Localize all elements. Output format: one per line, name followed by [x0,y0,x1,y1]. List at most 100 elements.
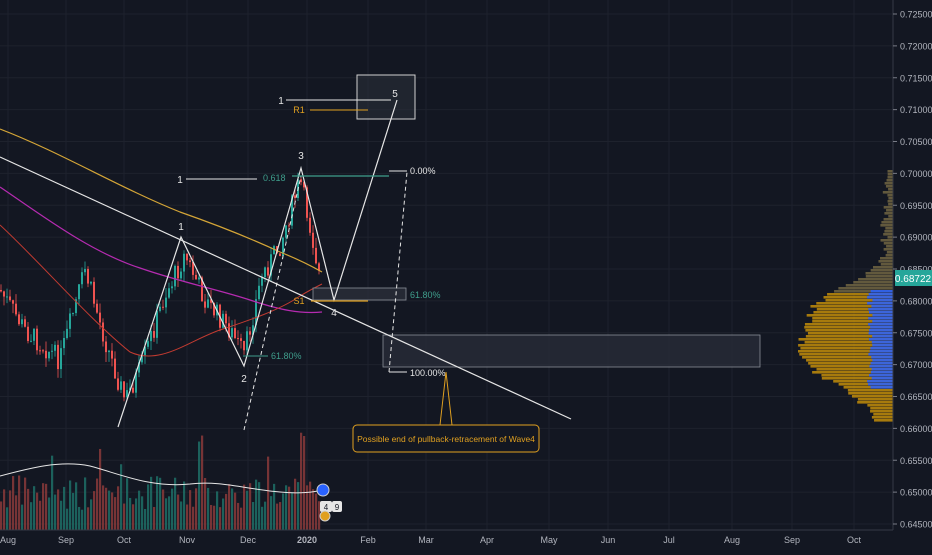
volume-profile-value-area-bar [868,332,893,335]
volume-profile-value-area-bar [868,293,893,296]
volume-profile-value-area-bar [868,308,893,311]
volume-bar [288,486,291,530]
candlesticks [0,172,320,402]
volume-profile-bar [870,410,893,413]
volume-bar [150,476,153,530]
volume-profile-bar [838,383,893,386]
volume-bar [123,503,126,530]
volume-profile-bar [813,311,893,314]
volume-bar [0,501,3,530]
volume-profile-bar [821,374,893,377]
elliott-wave-path[interactable] [117,99,398,428]
candle-body [267,267,269,276]
earnings-icon[interactable] [319,510,331,522]
x-tick-label: May [540,535,558,545]
volume-bar [231,488,234,530]
callout-box[interactable] [352,424,540,453]
volume-bar [186,504,189,530]
projection-label-top: 1 [278,96,284,107]
x-tick-label: Dec [240,535,257,545]
candle-body [3,291,5,297]
volume-profile-bar [858,278,893,281]
volume-profile-bar [810,305,893,308]
volume-profile-bar [810,365,893,368]
candle-body [81,272,83,285]
volume-bar [207,487,210,530]
volume-profile-value-area-bar [870,326,893,329]
y-tick-label: 0.68000 [900,296,932,306]
volume-profile-bar [867,404,893,407]
volume-bar [243,484,246,530]
fib-0618-label: 0.618 [263,173,286,183]
volume-bar [294,478,297,530]
descending-trendline[interactable] [0,156,572,420]
volume-profile-value-area-bar [869,365,893,368]
volume-profile-bar [799,353,893,356]
volume-bar [36,492,39,530]
volume-bar [39,500,42,530]
candle-body [18,314,20,325]
candle-body [186,253,188,261]
indicator-badge-b[interactable] [332,501,342,512]
candle-body [39,350,41,352]
volume-profile-bar [804,341,893,344]
wave-label-3: 3 [298,151,304,162]
candle-body [279,253,281,256]
y-tick-label: 0.64500 [900,520,932,530]
volume-profile [798,170,893,422]
x-tick-label: Oct [117,535,132,545]
event-flag-icon[interactable] [316,483,330,497]
volume-profile-bar [871,416,893,419]
y-tick-label: 0.71000 [900,105,932,115]
volume-profile-value-area-bar [868,329,893,332]
y-tick-label: 0.69000 [900,233,932,243]
volume-bar [303,435,306,530]
volume-bar [195,488,198,530]
candle-body [6,296,8,298]
candle-body [252,325,254,335]
fib-zone-box[interactable] [312,287,407,301]
volume-profile-bar [857,398,893,401]
x-tick-label: Feb [360,535,376,545]
indicator-badge-a[interactable] [320,501,332,512]
volume-profile-value-area-bar [868,317,893,320]
volume-bar [276,503,279,530]
volume-bar [315,493,318,530]
candle-body [51,350,53,352]
candle-body [225,313,227,324]
volume-profile-bar [816,368,893,371]
candle-body [285,225,287,238]
volume-bar [219,507,222,530]
volume-bar [93,491,96,530]
candle-body [78,284,80,300]
candle-body [117,378,119,390]
candle-body [198,277,200,280]
volume-profile-bar [865,275,893,278]
x-tick-label: Aug [0,535,16,545]
volume-bar [267,456,270,530]
x-tick-label: Nov [179,535,196,545]
grid [0,0,893,530]
volume-profile-bar [843,386,893,389]
x-tick-label: 2020 [297,535,317,545]
volume-profile-bar [798,350,893,353]
volume-profile-bar [806,359,893,362]
volume-profile-bar [883,233,893,236]
candle-body [264,267,266,277]
candle-body [207,299,209,308]
x-tick-label: Jul [663,535,675,545]
candle-body [159,306,161,311]
volume-bar [21,504,24,530]
candle-body [156,310,158,338]
wave5-target-box[interactable] [356,74,416,120]
volume-bar [3,489,6,530]
volume-profile-value-area-bar [872,359,893,362]
support-zone-box[interactable] [382,334,761,368]
volume-bar [309,481,312,530]
volume-bar [51,455,54,530]
volume-profile-bar [873,266,893,269]
volume-bar [261,506,264,530]
volume-profile-value-area-bar [871,356,893,359]
volume-bar [48,497,51,530]
